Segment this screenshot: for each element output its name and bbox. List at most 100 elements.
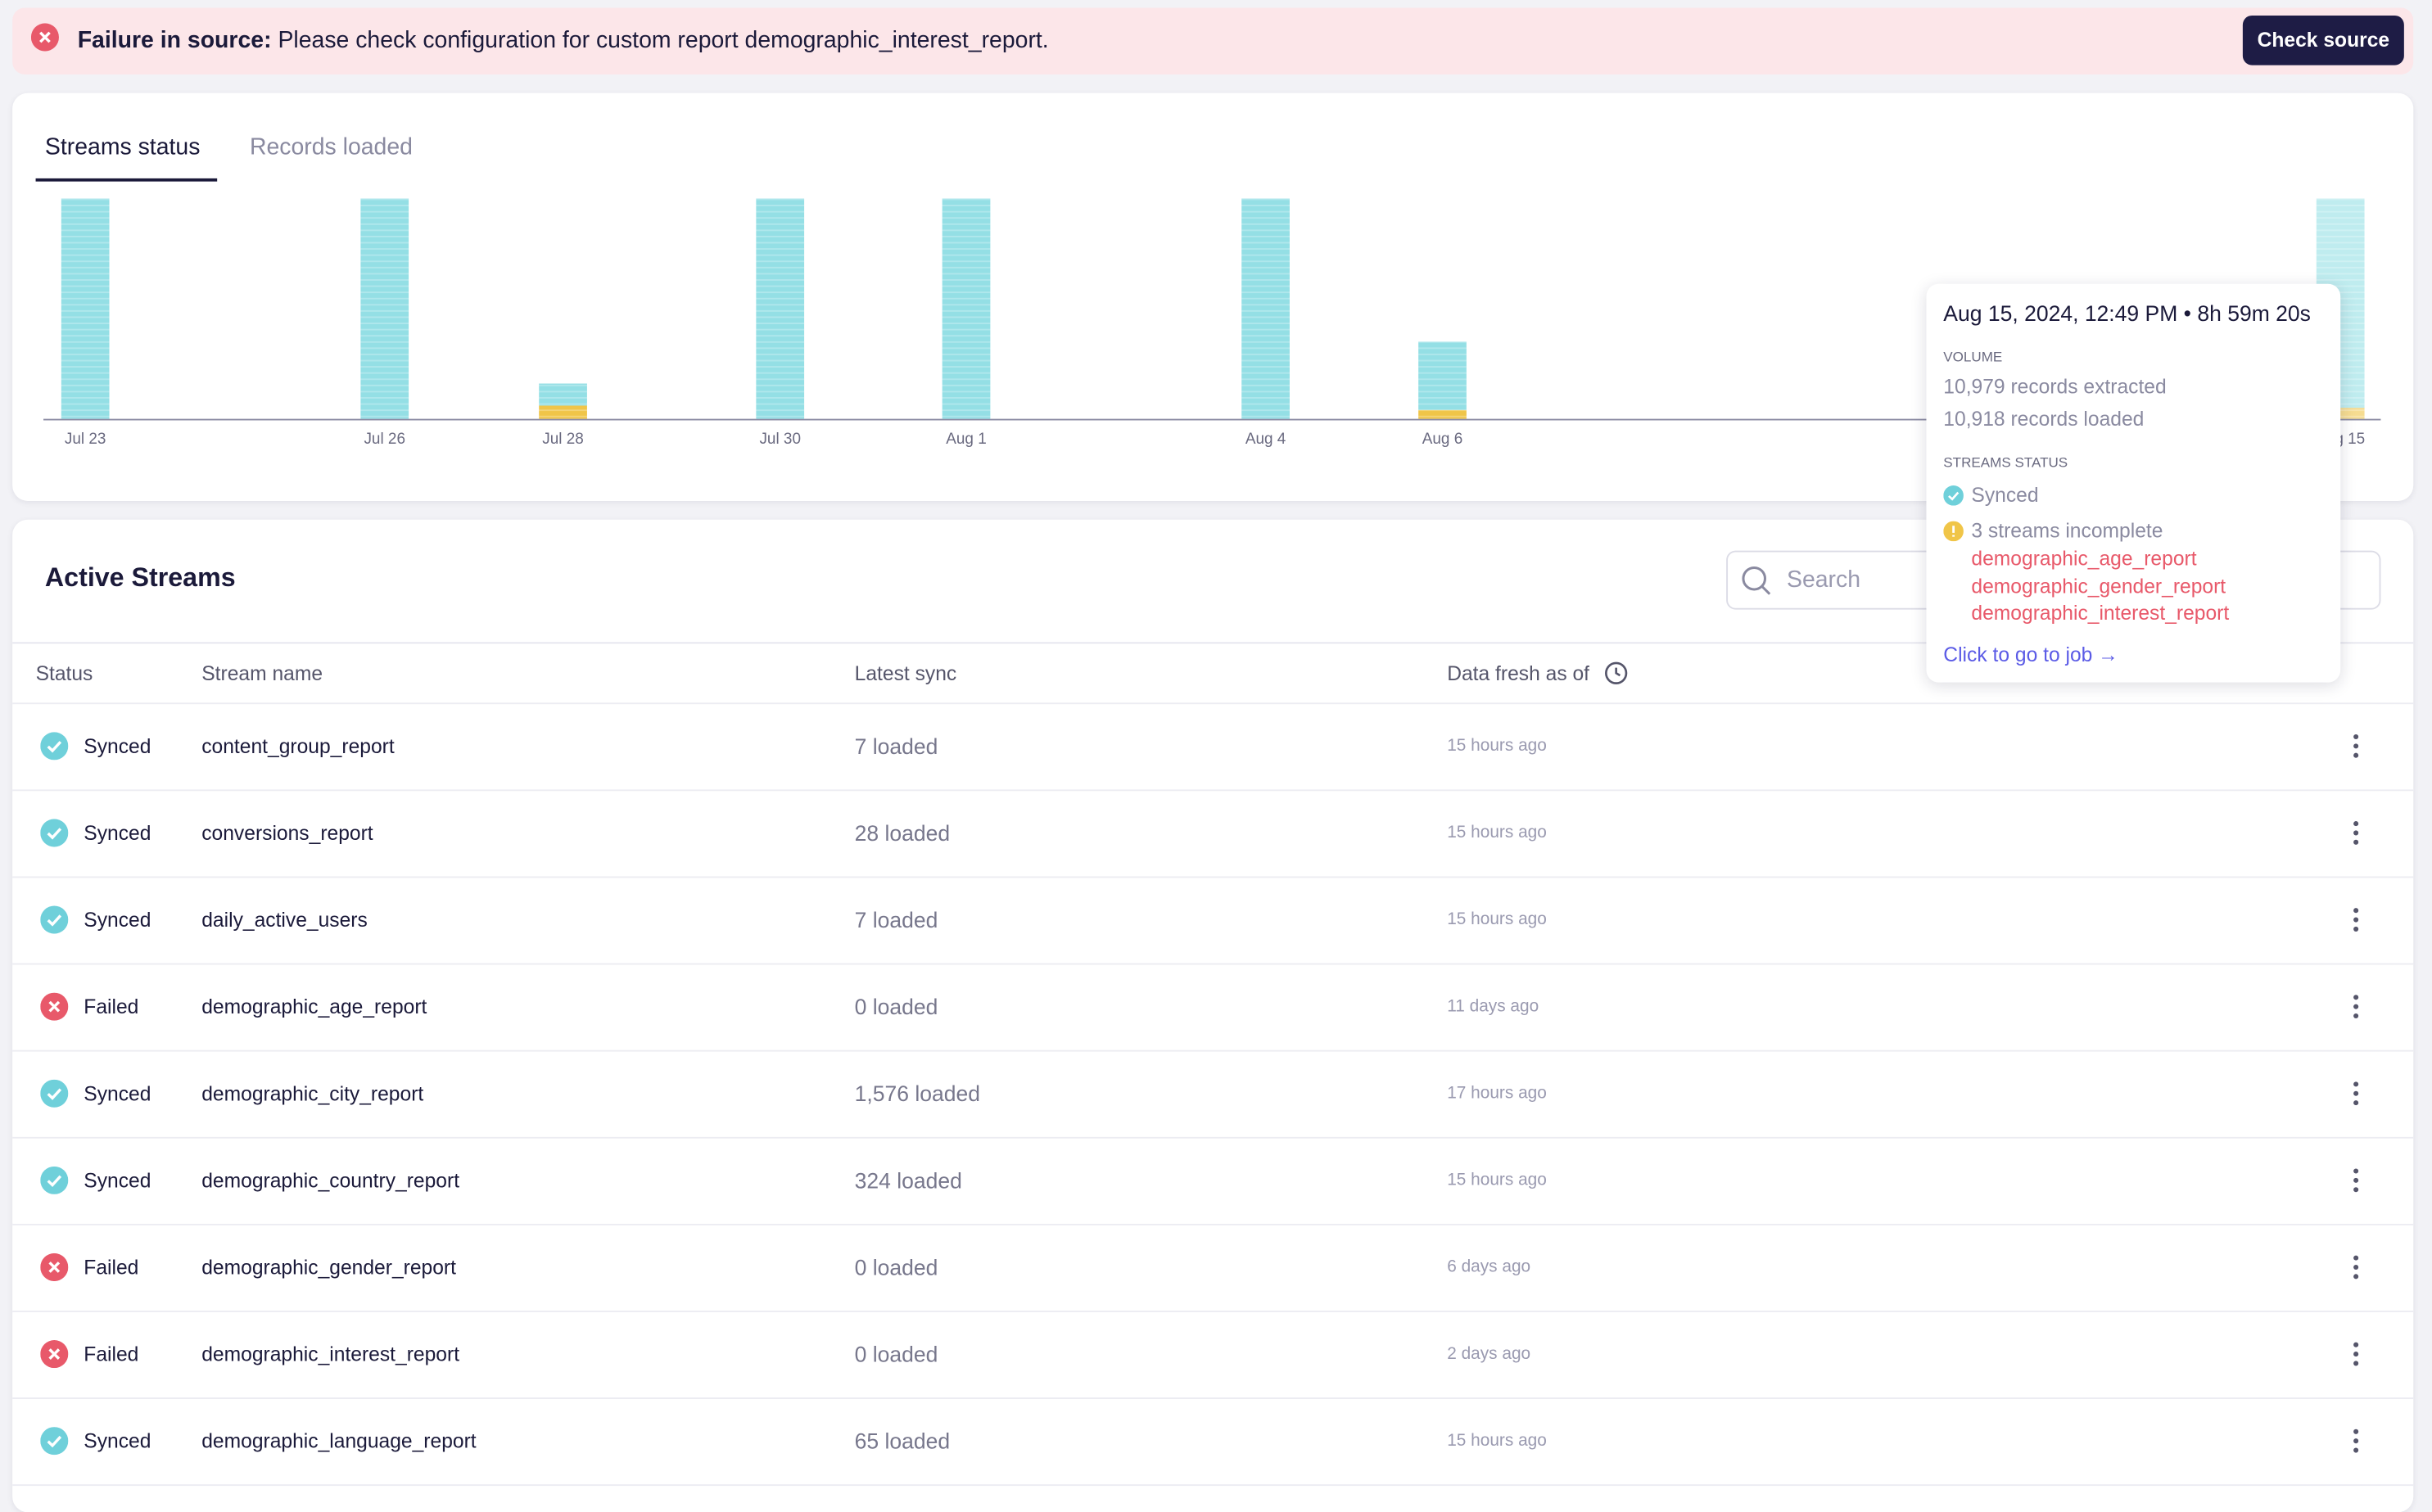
latest-sync: 7 loaded	[854, 733, 938, 759]
status-text: Failed	[84, 1342, 139, 1366]
row-menu[interactable]	[2347, 732, 2366, 760]
divider	[12, 1484, 2414, 1487]
stream-name: daily_active_users	[201, 908, 368, 932]
status-icon	[40, 732, 69, 761]
search-placeholder: Search	[1787, 566, 1861, 594]
tooltip: Aug 15, 2024, 12:49 PM • 8h 59m 20s VOLU…	[1926, 283, 2341, 683]
data-freshness: 17 hours ago	[1447, 1084, 1547, 1104]
status-text: Synced	[84, 1429, 151, 1453]
status-text: Failed	[84, 995, 139, 1018]
tab-underline	[35, 178, 218, 182]
error-banner: Failure in source: Please check configur…	[12, 7, 2414, 74]
menu-dot	[2353, 1090, 2359, 1096]
x-tick-label: Jul 26	[364, 431, 405, 448]
tooltip-text: 3 streams incomplete	[1971, 518, 2163, 543]
tab[interactable]: Streams status	[44, 133, 201, 161]
job-link[interactable]: Click to go to job →	[1943, 643, 2118, 666]
status-dot	[40, 819, 69, 847]
tooltip-text: Synced	[1971, 483, 2039, 507]
row-menu[interactable]	[2347, 819, 2366, 846]
search-icon	[1742, 566, 1771, 595]
stream-name: demographic_language_report	[201, 1429, 477, 1453]
status-glyph	[48, 1348, 61, 1360]
divider	[12, 1136, 2414, 1139]
latest-sync: 0 loaded	[854, 1341, 938, 1367]
streams-title: Active Streams	[44, 562, 236, 593]
data-freshness: 6 days ago	[1447, 1257, 1531, 1277]
status-icon	[40, 905, 69, 934]
incomplete-stream: demographic_interest_report	[1971, 601, 2230, 625]
status-dot	[40, 1079, 69, 1108]
menu-dot	[2353, 733, 2359, 740]
incomplete-stream: demographic_gender_report	[1971, 574, 2226, 598]
latest-sync: 7 loaded	[854, 907, 938, 932]
stream-name: demographic_interest_report	[201, 1342, 460, 1366]
status-icon	[40, 1166, 69, 1194]
divider	[12, 1397, 2414, 1400]
stream-name: demographic_age_report	[201, 995, 427, 1018]
status-dot	[40, 1166, 69, 1194]
bar-texture	[1418, 409, 1467, 419]
tab[interactable]: Records loaded	[249, 133, 413, 161]
menu-dot	[2353, 1081, 2359, 1087]
menu-dot	[2353, 752, 2359, 758]
stream-name: content_group_report	[201, 734, 395, 758]
divider	[12, 963, 2414, 965]
status-icon	[40, 819, 69, 847]
x-tick-label: Aug 1	[946, 431, 986, 448]
data-freshness: 15 hours ago	[1447, 910, 1547, 929]
menu-dot	[2353, 839, 2359, 845]
menu-dot	[2353, 917, 2359, 923]
bar-texture	[360, 198, 409, 419]
data-freshness: 2 days ago	[1447, 1344, 1531, 1364]
data-freshness: 15 hours ago	[1447, 1431, 1547, 1451]
status-icon	[40, 1340, 69, 1369]
menu-dot	[2353, 1004, 2359, 1009]
row-menu[interactable]	[2347, 1340, 2366, 1368]
bar-texture	[942, 198, 991, 419]
incomplete-stream: demographic_age_report	[1971, 546, 2197, 571]
tooltip-heading: Aug 15, 2024, 12:49 PM • 8h 59m 20s	[1943, 300, 2311, 326]
row-menu[interactable]	[2347, 1253, 2366, 1281]
divider	[12, 789, 2414, 792]
data-freshness: 15 hours ago	[1447, 824, 1547, 842]
row-menu[interactable]	[2347, 1427, 2366, 1455]
status-dot	[40, 732, 69, 761]
bar-texture	[756, 198, 805, 419]
menu-dot	[2353, 1177, 2359, 1183]
menu-dot	[2353, 1438, 2359, 1444]
row-menu[interactable]	[2347, 1080, 2366, 1108]
banner-label: Failure in source:	[77, 27, 272, 54]
menu-dot	[2353, 995, 2359, 1000]
status-glyph	[48, 1000, 61, 1013]
status-text: Synced	[84, 821, 151, 845]
bar-texture	[61, 198, 110, 419]
status-icon	[40, 1079, 69, 1108]
stream-name: demographic_country_report	[201, 1168, 460, 1193]
column-header: Data fresh as of	[1447, 661, 1590, 685]
menu-dot	[2353, 1168, 2359, 1174]
bar-texture	[539, 405, 587, 419]
row-menu[interactable]	[2347, 993, 2366, 1021]
column-header: Status	[35, 661, 93, 685]
x-tick-label: Jul 28	[542, 431, 584, 448]
status-icon	[40, 1252, 69, 1282]
menu-dot	[2353, 1255, 2359, 1261]
stream-name: demographic_gender_report	[201, 1255, 456, 1280]
divider	[12, 1049, 2414, 1052]
stream-name: demographic_city_report	[201, 1081, 424, 1105]
tooltip-text: 10,918 records loaded	[1943, 407, 2145, 431]
banner-message: Please check configuration for custom re…	[278, 27, 1049, 54]
latest-sync: 1,576 loaded	[854, 1081, 981, 1106]
x-tick-label: Aug 6	[1422, 431, 1462, 448]
latest-sync: 0 loaded	[854, 994, 938, 1019]
row-menu[interactable]	[2347, 906, 2366, 934]
menu-dot	[2353, 908, 2359, 914]
row-menu[interactable]	[2347, 1167, 2366, 1194]
check-source-button[interactable]: Check source	[2242, 15, 2404, 65]
divider	[12, 1223, 2414, 1225]
tooltip-text: 10,979 records extracted	[1943, 374, 2167, 398]
status-text: Synced	[84, 734, 151, 758]
